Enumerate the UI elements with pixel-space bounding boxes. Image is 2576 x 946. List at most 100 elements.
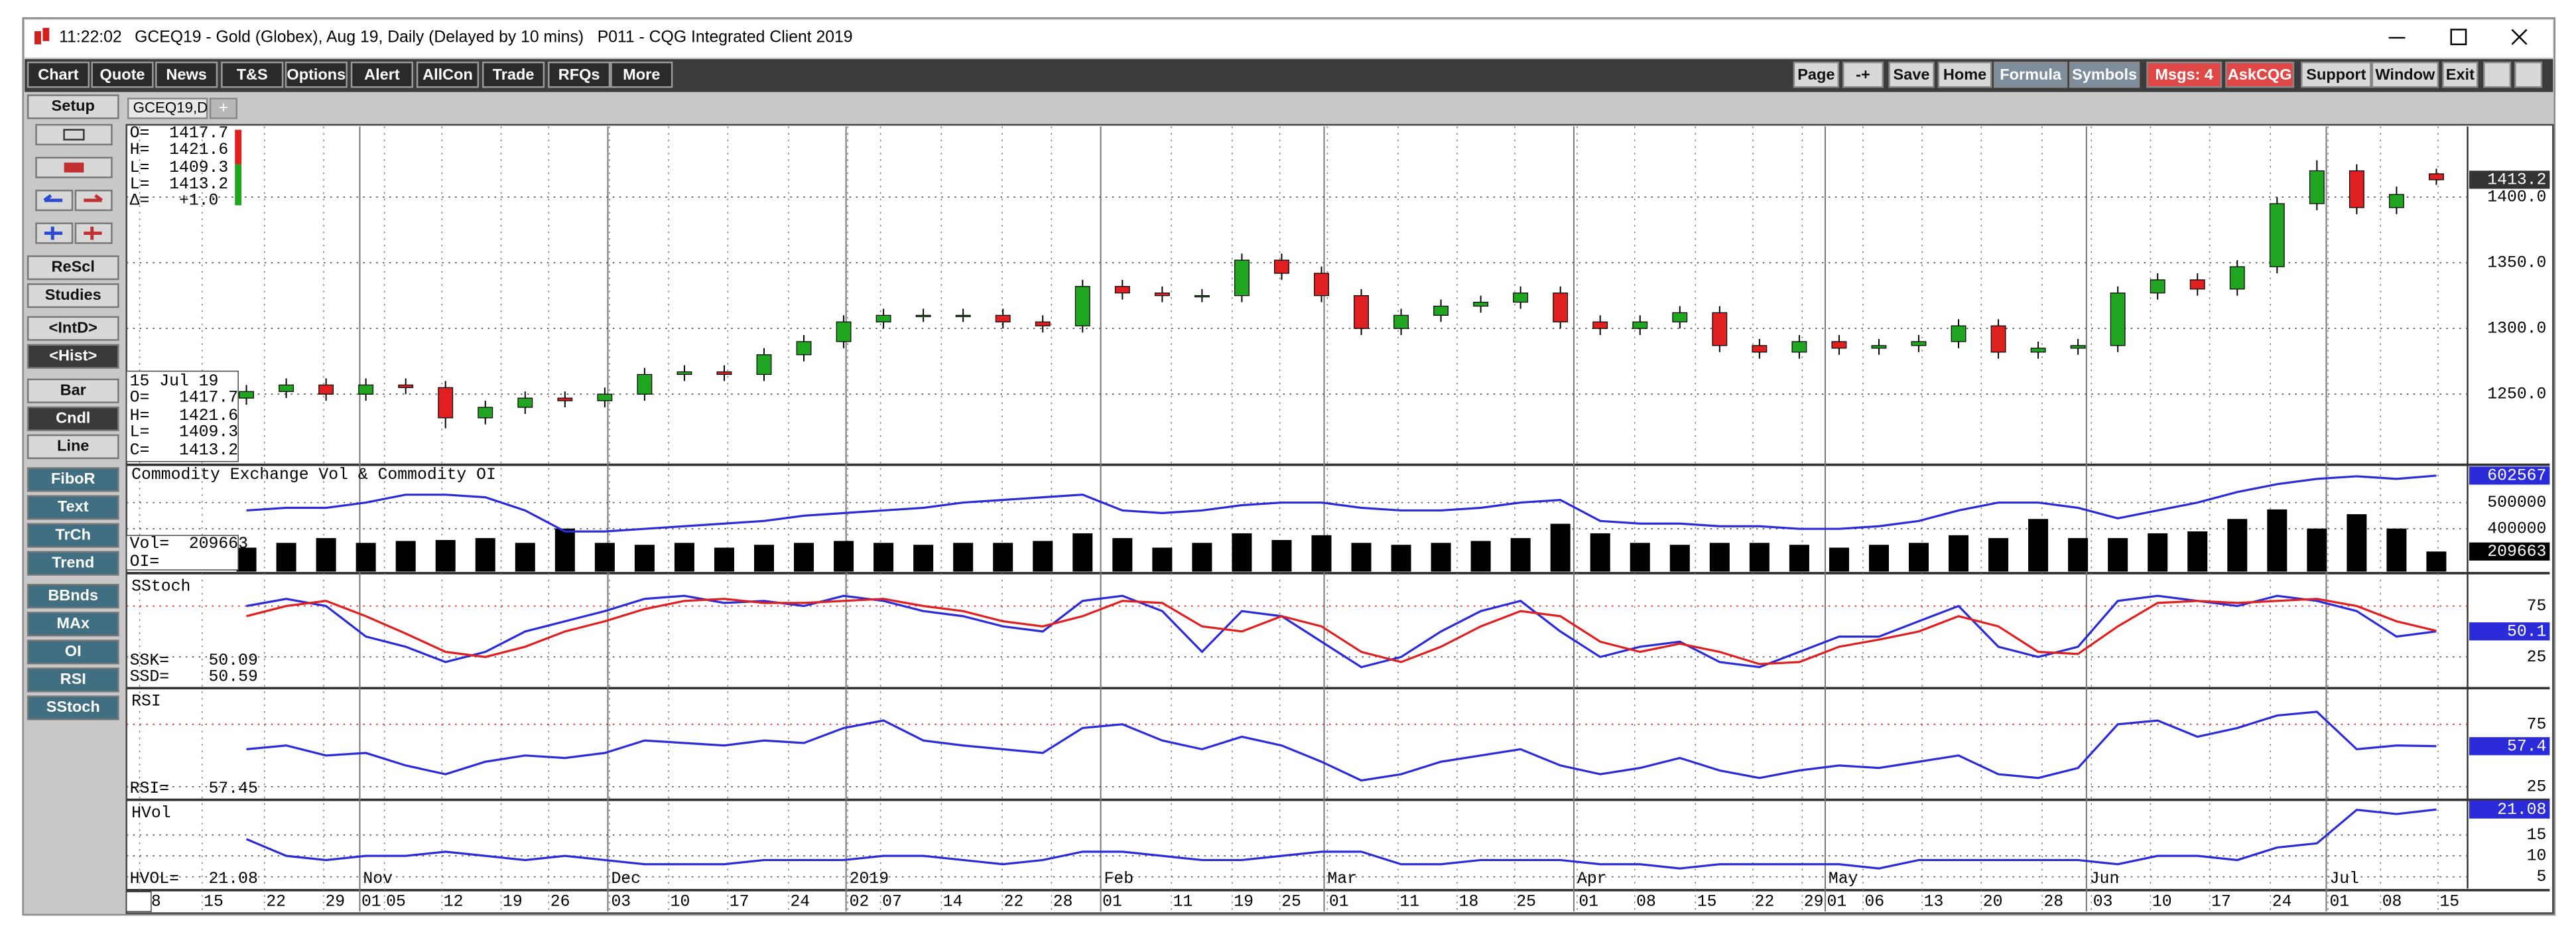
- arrow-icon: [84, 194, 103, 202]
- toolbar-button[interactable]: [1793, 61, 1840, 88]
- sidebar-button[interactable]: [27, 467, 119, 492]
- date-tick-label: 02: [850, 893, 869, 912]
- month-label: May: [1829, 870, 1858, 888]
- toolbar-button[interactable]: [350, 61, 413, 88]
- date-tick-label: 15: [2439, 893, 2459, 912]
- sidebar-button[interactable]: [27, 344, 119, 369]
- sidebar-button-label: <Hist>: [49, 346, 97, 364]
- toolbar-button[interactable]: [285, 61, 348, 88]
- y-tick-label: 1300.0: [2487, 320, 2546, 338]
- date-tick-label: 24: [2272, 893, 2292, 912]
- toolbar-button[interactable]: [482, 61, 545, 88]
- date-tick-label: 06: [1864, 893, 1884, 912]
- sidebar-button[interactable]: [27, 523, 119, 548]
- sidebar: Setup ReScl Studies <IntD> <Hist> Bar Cndl Line…: [27, 94, 119, 720]
- volume-bar: [953, 543, 974, 572]
- date-tick-label: 28: [1053, 893, 1073, 912]
- scroll-left-button[interactable]: [35, 189, 74, 212]
- volume-bar: [1271, 540, 1292, 572]
- toolbar-button[interactable]: [1888, 61, 1935, 88]
- toolbar-button[interactable]: [2146, 61, 2222, 88]
- sidebar-button[interactable]: [27, 94, 119, 119]
- vol-box: [125, 535, 239, 571]
- toolbar-button[interactable]: [548, 61, 611, 88]
- sidebar-button[interactable]: [27, 495, 119, 520]
- toolbar-button[interactable]: [1842, 61, 1884, 88]
- date-input[interactable]: [125, 891, 152, 912]
- candle-body: [676, 371, 692, 375]
- sidebar-button[interactable]: [27, 255, 119, 281]
- date-tick-label: 22: [266, 893, 286, 912]
- candle-body: [1354, 295, 1369, 329]
- date-tick-label: 10: [671, 893, 690, 912]
- help-button[interactable]: [2514, 61, 2543, 88]
- plots: [236, 160, 2447, 870]
- date-tick-label: 20: [1983, 893, 2003, 912]
- sidebar-button-label: Bar: [60, 381, 86, 398]
- sidebar-button[interactable]: [27, 640, 119, 665]
- toolbar-button[interactable]: [2371, 61, 2439, 88]
- volume-bar: [1431, 543, 1451, 572]
- toolbar-button[interactable]: [610, 61, 673, 88]
- add-tab-button[interactable]: [209, 98, 237, 119]
- date-tick-label: 17: [730, 893, 749, 912]
- maximize-button[interactable]: [2450, 29, 2467, 46]
- candle-body: [1791, 341, 1807, 353]
- candle-body: [1194, 295, 1210, 298]
- chart-tab[interactable]: [127, 98, 208, 119]
- toolbar-button[interactable]: [91, 61, 154, 88]
- volume-bar: [2426, 551, 2447, 572]
- close-button[interactable]: [2511, 29, 2528, 45]
- print-button[interactable]: [35, 123, 113, 146]
- candle-body: [438, 387, 454, 419]
- volume-bar: [2028, 519, 2049, 572]
- toolbar-button-label: More: [623, 66, 660, 83]
- candle-body: [1831, 341, 1847, 349]
- sidebar-button-label: ReScl: [52, 258, 95, 275]
- toolbar-button[interactable]: [155, 61, 218, 88]
- sidebar-button-label: BBnds: [48, 586, 98, 604]
- volume-bar: [1749, 543, 1770, 572]
- date-tick-label: 03: [2093, 893, 2113, 912]
- toolbar-button[interactable]: [1993, 61, 2068, 88]
- toolbar-button[interactable]: [416, 61, 480, 88]
- toolbar-button[interactable]: [2301, 61, 2372, 88]
- toolbar-button[interactable]: [2225, 61, 2295, 88]
- candle-body: [1114, 286, 1130, 294]
- candle-body: [279, 384, 294, 392]
- sidebar-button[interactable]: [27, 406, 119, 431]
- date-tick-label: 01: [1827, 893, 1846, 912]
- volume-bar: [554, 528, 575, 572]
- candle-body: [1871, 345, 1887, 349]
- toolbar-button[interactable]: [1937, 61, 1992, 88]
- candle-body: [1314, 273, 1329, 297]
- sidebar-button[interactable]: [27, 584, 119, 609]
- candle-body: [1592, 321, 1608, 329]
- toolbar-button[interactable]: [221, 61, 284, 88]
- window-time: 11:22:02: [59, 28, 122, 46]
- toolbar-button-label: Quote: [100, 66, 145, 83]
- sidebar-button[interactable]: [27, 434, 119, 459]
- toolbar-button[interactable]: [2069, 61, 2140, 88]
- sidebar-button[interactable]: [27, 316, 119, 341]
- app-icon: [34, 28, 50, 44]
- candle-body: [517, 397, 533, 408]
- y-tick-label: 15: [2527, 826, 2547, 845]
- sidebar-button[interactable]: [27, 612, 119, 637]
- indicator-line: [246, 598, 2437, 665]
- volume-bar: [1510, 538, 1531, 572]
- toolbar-button-label: AllCon: [422, 66, 473, 83]
- restore-button[interactable]: [2483, 61, 2512, 88]
- volume-bar: [1112, 538, 1133, 572]
- sidebar-button[interactable]: [27, 667, 119, 693]
- candle-body: [915, 314, 931, 317]
- sidebar-button[interactable]: [27, 695, 119, 720]
- sidebar-button-label: TrCh: [55, 525, 91, 543]
- sidebar-button[interactable]: [27, 378, 119, 403]
- candle-body: [955, 314, 971, 317]
- sidebar-button[interactable]: [27, 551, 119, 576]
- toolbar-button[interactable]: [27, 61, 90, 88]
- sidebar-button[interactable]: [27, 283, 119, 308]
- toolbar-button[interactable]: [2442, 61, 2479, 88]
- last-value-tag: [2469, 542, 2550, 561]
